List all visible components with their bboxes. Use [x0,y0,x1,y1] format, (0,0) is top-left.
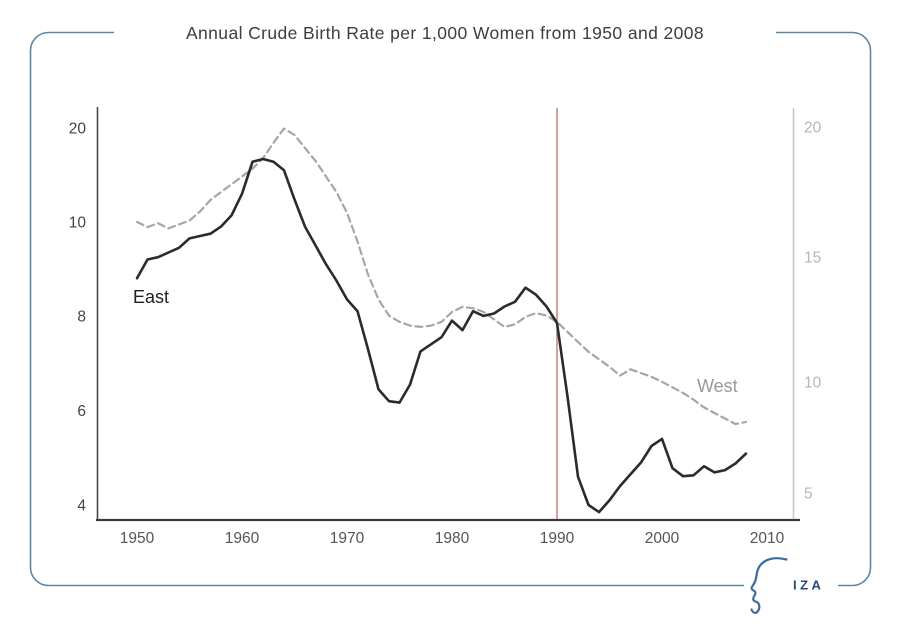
iza-logo-text: IZA [793,578,824,593]
east-series-label: East [133,287,169,307]
y-right-tick-5: 5 [804,486,813,503]
x-tick-1990: 1990 [540,530,575,547]
x-tick-1950: 1950 [120,530,155,547]
chart-title: Annual Crude Birth Rate per 1,000 Women … [186,23,704,43]
x-tick-1980: 1980 [435,530,470,547]
x-tick-1960: 1960 [225,530,260,547]
y-left-tick-10: 10 [69,214,87,231]
east-series-line [135,157,748,514]
y-left-tick-20: 20 [69,121,87,138]
y-right-tick-15: 15 [804,250,821,267]
x-tick-2010: 2010 [750,530,785,547]
west-series-line [135,127,748,426]
y-right-tick-10: 10 [804,374,822,391]
y-left-tick-8: 8 [77,308,86,325]
iza-logo: IZA [750,557,824,614]
x-tick-1970: 1970 [330,530,365,547]
title-border-gap [114,23,776,41]
y-left-tick-6: 6 [77,403,86,420]
y-right-tick-20: 20 [804,120,822,137]
x-tick-2000: 2000 [645,530,680,547]
iza-face-icon [750,557,788,614]
x-axis-labels: 1950 1960 1970 1980 1990 2000 2010 [120,530,785,547]
west-series-label: West [697,376,738,396]
y-left-tick-4: 4 [77,498,86,515]
y-axis-right-labels: 20 15 10 5 [804,120,822,503]
logo-border-gap [744,575,838,594]
card-border [29,31,872,587]
y-axis-left-labels: 20 10 8 6 4 [69,121,87,515]
